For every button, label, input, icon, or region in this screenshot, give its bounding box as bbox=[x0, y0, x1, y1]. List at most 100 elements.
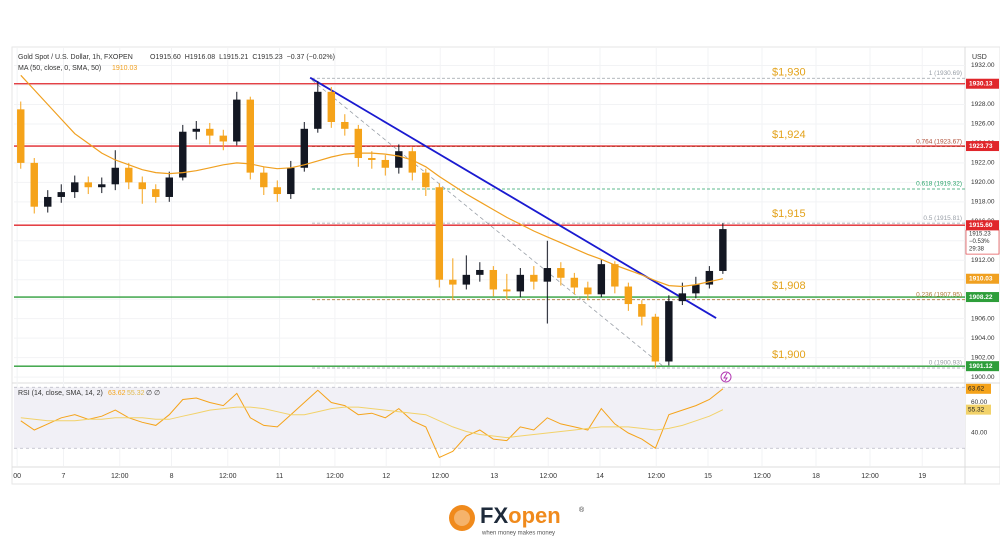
candle-body bbox=[327, 91, 336, 122]
candle-body bbox=[206, 128, 214, 136]
rsi-empty: ∅ bbox=[154, 390, 160, 397]
level-annotation: $1,924 bbox=[772, 129, 806, 141]
x-tick-label: 12:00 bbox=[861, 473, 879, 480]
ma-line bbox=[20, 74, 724, 288]
candle-body bbox=[678, 293, 687, 302]
level-badge-label: 1908.22 bbox=[969, 294, 993, 301]
candle-body bbox=[638, 304, 646, 317]
candle-body bbox=[449, 279, 457, 285]
plot: $1,930 $1,924 $1,915 $1,908 $1,900 1 (1930.69… bbox=[14, 67, 965, 459]
ma-badge-label: 1910.03 bbox=[969, 275, 993, 282]
candle-body bbox=[719, 229, 727, 271]
rsi-ma-value: 55.32 bbox=[127, 390, 145, 397]
candle-body bbox=[152, 189, 160, 197]
candle-body bbox=[435, 187, 444, 280]
candle-body bbox=[516, 274, 525, 292]
x-tick-label: 7 bbox=[62, 473, 66, 480]
level-badge-label: 1901.12 bbox=[969, 363, 993, 370]
level-badge bbox=[966, 141, 999, 152]
rsi-badge-label: 63.62 bbox=[968, 386, 985, 393]
candle-body bbox=[530, 274, 538, 282]
alert-icon bbox=[720, 371, 732, 383]
candle-body bbox=[489, 269, 498, 290]
rsi-line bbox=[20, 406, 724, 439]
candle-body bbox=[273, 187, 282, 195]
candle-body bbox=[624, 286, 633, 305]
candle-body bbox=[597, 264, 606, 295]
candle-body bbox=[287, 167, 295, 195]
rsi-tick-label: 60.00 bbox=[971, 399, 988, 406]
level-annotation: $1,930 bbox=[772, 67, 806, 79]
x-tick-label: 12 bbox=[382, 473, 390, 480]
candle-body bbox=[705, 270, 714, 285]
level-badge-label: 1923.73 bbox=[969, 143, 993, 150]
candle-body bbox=[692, 284, 700, 294]
x-tick-label: 12:00 bbox=[111, 473, 129, 480]
last-price-badge bbox=[965, 229, 1000, 255]
rsi-legend: RSI (14, close, SMA, 14, 2) bbox=[18, 390, 103, 397]
ohlc-item: C1915.23 bbox=[252, 54, 282, 61]
ohlc-item: L1915.21 bbox=[219, 54, 248, 61]
level-badge bbox=[966, 220, 999, 231]
x-tick-label: 12:00 bbox=[326, 473, 344, 480]
last-price-label: 29:38 bbox=[969, 247, 985, 253]
currency: USD bbox=[972, 54, 987, 61]
y-tick-label: 1904.00 bbox=[971, 335, 995, 342]
candle-body bbox=[192, 128, 200, 132]
y-tick-label: 1922.00 bbox=[971, 160, 995, 167]
candle-body bbox=[665, 301, 673, 362]
x-tick-label: 15 bbox=[704, 473, 712, 480]
rsi-badge-label: 55.32 bbox=[968, 406, 985, 413]
rsi-empty: ∅ bbox=[146, 390, 152, 397]
y-tick-label: 1926.00 bbox=[971, 121, 995, 128]
y-tick-label: 1932.00 bbox=[971, 62, 995, 69]
symbol-title: Gold Spot / U.S. Dollar, 1h, FXOPEN bbox=[18, 54, 133, 61]
level-annotation: $1,900 bbox=[772, 349, 806, 361]
candle-body bbox=[611, 264, 619, 287]
level-badge bbox=[966, 78, 999, 89]
candle-body bbox=[381, 159, 390, 168]
fib-label: 1 (1930.69) bbox=[929, 70, 962, 77]
rsi-tick-label: 40.00 bbox=[971, 430, 988, 437]
x-tick-label: 12:00 bbox=[753, 473, 771, 480]
candle-body bbox=[57, 192, 65, 197]
header: Gold Spot / U.S. Dollar, 1h, FXOPEN O191… bbox=[18, 54, 987, 397]
last-price-label: 1915.23 bbox=[969, 232, 991, 238]
candle-body bbox=[111, 167, 119, 185]
ohlc-item: H1916.08 bbox=[185, 54, 215, 61]
candle-body bbox=[260, 172, 268, 188]
candle-body bbox=[557, 268, 565, 278]
candle-body bbox=[354, 128, 363, 159]
candle-body bbox=[44, 196, 52, 207]
candle-body bbox=[476, 269, 484, 275]
logo-tagline: when money makes money bbox=[481, 531, 555, 537]
logo-open: open bbox=[508, 503, 561, 528]
candle-body bbox=[30, 162, 38, 207]
y-tick-label: 1906.00 bbox=[971, 315, 995, 322]
candle-body bbox=[314, 91, 322, 129]
x-tick-label: 13 bbox=[490, 473, 498, 480]
x-tick-label: 12:00 bbox=[431, 473, 449, 480]
candle-body bbox=[341, 121, 349, 129]
candle-body bbox=[17, 109, 25, 163]
candle-body bbox=[179, 131, 187, 178]
rsi-value: 63.62 bbox=[108, 390, 126, 397]
candle-body bbox=[651, 316, 660, 362]
logo-brand: FXopen bbox=[480, 503, 561, 528]
candle-body bbox=[233, 99, 241, 142]
candle-body bbox=[408, 151, 417, 173]
ma-badge bbox=[966, 273, 999, 284]
fib-label: 0.764 (1923.67) bbox=[916, 138, 962, 145]
candle-body bbox=[584, 287, 592, 295]
fib-label: 0.618 (1919.32) bbox=[916, 181, 962, 188]
x-tick-label: 8 bbox=[170, 473, 174, 480]
rsi-line bbox=[20, 388, 724, 459]
candle-body bbox=[125, 167, 133, 183]
x-tick-label: 12:00 bbox=[539, 473, 557, 480]
candle-body bbox=[368, 158, 376, 160]
y-tick-label: 1920.00 bbox=[971, 179, 995, 186]
x-tick-label: 00 bbox=[13, 473, 21, 480]
y-tick-label: 1902.00 bbox=[971, 354, 995, 361]
last-price-label: −0.53% bbox=[969, 239, 990, 245]
